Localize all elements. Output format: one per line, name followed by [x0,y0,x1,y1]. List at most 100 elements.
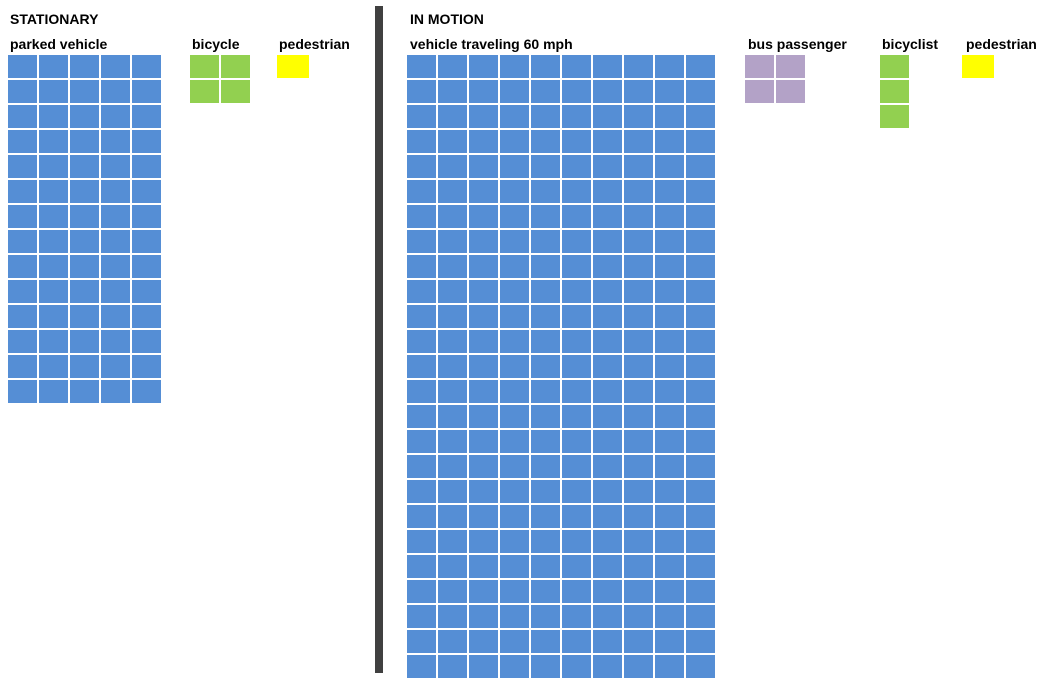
waffle-cell [8,105,37,128]
waffle-cell [531,430,560,453]
waffle-cell [624,630,653,653]
waffle-cell [562,130,591,153]
waffle-cell [745,80,774,103]
waffle-cell [407,605,436,628]
waffle-cell [277,55,309,78]
waffle-cell [624,455,653,478]
waffle-cell [469,605,498,628]
waffle-cell [438,655,467,678]
waffle-cell [39,255,68,278]
waffle-cell [469,530,498,553]
waffle-cell [407,555,436,578]
waffle-cell [655,630,684,653]
waffle-cell [407,230,436,253]
waffle-cell [500,180,529,203]
waffle-cell [593,155,622,178]
group-label-pedestrian-stationary: pedestrian [279,36,350,52]
waffle-cell [500,530,529,553]
section-title-stationary: STATIONARY [10,11,99,27]
waffle-cell [70,130,99,153]
waffle-cell [101,105,130,128]
waffle-cell [469,305,498,328]
waffle-cell [624,80,653,103]
waffle-cell [438,480,467,503]
waffle-cell [562,305,591,328]
group-label-pedestrian-in-motion: pedestrian [966,36,1037,52]
group-label-parked-vehicle: parked vehicle [10,36,108,52]
waffle-cell [469,280,498,303]
waffle-cell [39,180,68,203]
waffle-cell [407,580,436,603]
waffle-cell [500,130,529,153]
waffle-cell [500,255,529,278]
waffle-cell [624,430,653,453]
waffle-cell [8,280,37,303]
waffle-cell [745,55,774,78]
waffle-cell [438,130,467,153]
waffle-cell [880,80,909,103]
waffle-cell [655,455,684,478]
divider [375,6,383,673]
waffle-cell [655,430,684,453]
waffle-cell [531,480,560,503]
waffle-cell [407,130,436,153]
waffle-cell [686,355,715,378]
waffle-cell [8,255,37,278]
waffle-cell [562,480,591,503]
waffle-cell [101,80,130,103]
waffle-cell [655,355,684,378]
waffle-cell [593,230,622,253]
waffle-cell [593,580,622,603]
waffle-cell [70,330,99,353]
waffle-cell [562,80,591,103]
waffle-cell [469,430,498,453]
waffle-cell [39,330,68,353]
waffle-cell [469,455,498,478]
waffle-cell [531,605,560,628]
waffle-cell [686,555,715,578]
waffle-cell [8,330,37,353]
waffle-cell [624,555,653,578]
waffle-cell [132,280,161,303]
waffle-cell [438,630,467,653]
waffle-cell [469,205,498,228]
waffle-cell [39,305,68,328]
waffle-cell [624,655,653,678]
waffle-cell [407,55,436,78]
waffle-cell [531,180,560,203]
waffle-cell [132,130,161,153]
waffle-cell [500,380,529,403]
waffle-cell [562,280,591,303]
waffle-cell [8,155,37,178]
waffle-cell [624,530,653,553]
waffle-cell [407,80,436,103]
waffle-cell [132,180,161,203]
waffle-cell [593,555,622,578]
waffle-cell [655,280,684,303]
waffle-cell [686,430,715,453]
waffle-cell [101,55,130,78]
waffle-cell [531,555,560,578]
waffle-cell [8,230,37,253]
waffle-cell [531,105,560,128]
waffle-cell [562,180,591,203]
waffle-cell [469,405,498,428]
waffle-cell [531,80,560,103]
waffle-cell [624,130,653,153]
grid-bicyclist [880,55,909,128]
waffle-cell [70,105,99,128]
waffle-cell [624,205,653,228]
waffle-cell [655,580,684,603]
waffle-cell [70,55,99,78]
waffle-cell [624,155,653,178]
waffle-cell [686,155,715,178]
waffle-cell [407,405,436,428]
waffle-cell [407,480,436,503]
waffle-cell [686,630,715,653]
waffle-cell [469,580,498,603]
waffle-cell [562,630,591,653]
waffle-cell [39,380,68,403]
grid-vehicle-traveling [407,55,715,678]
waffle-cell [624,255,653,278]
waffle-cell [624,305,653,328]
